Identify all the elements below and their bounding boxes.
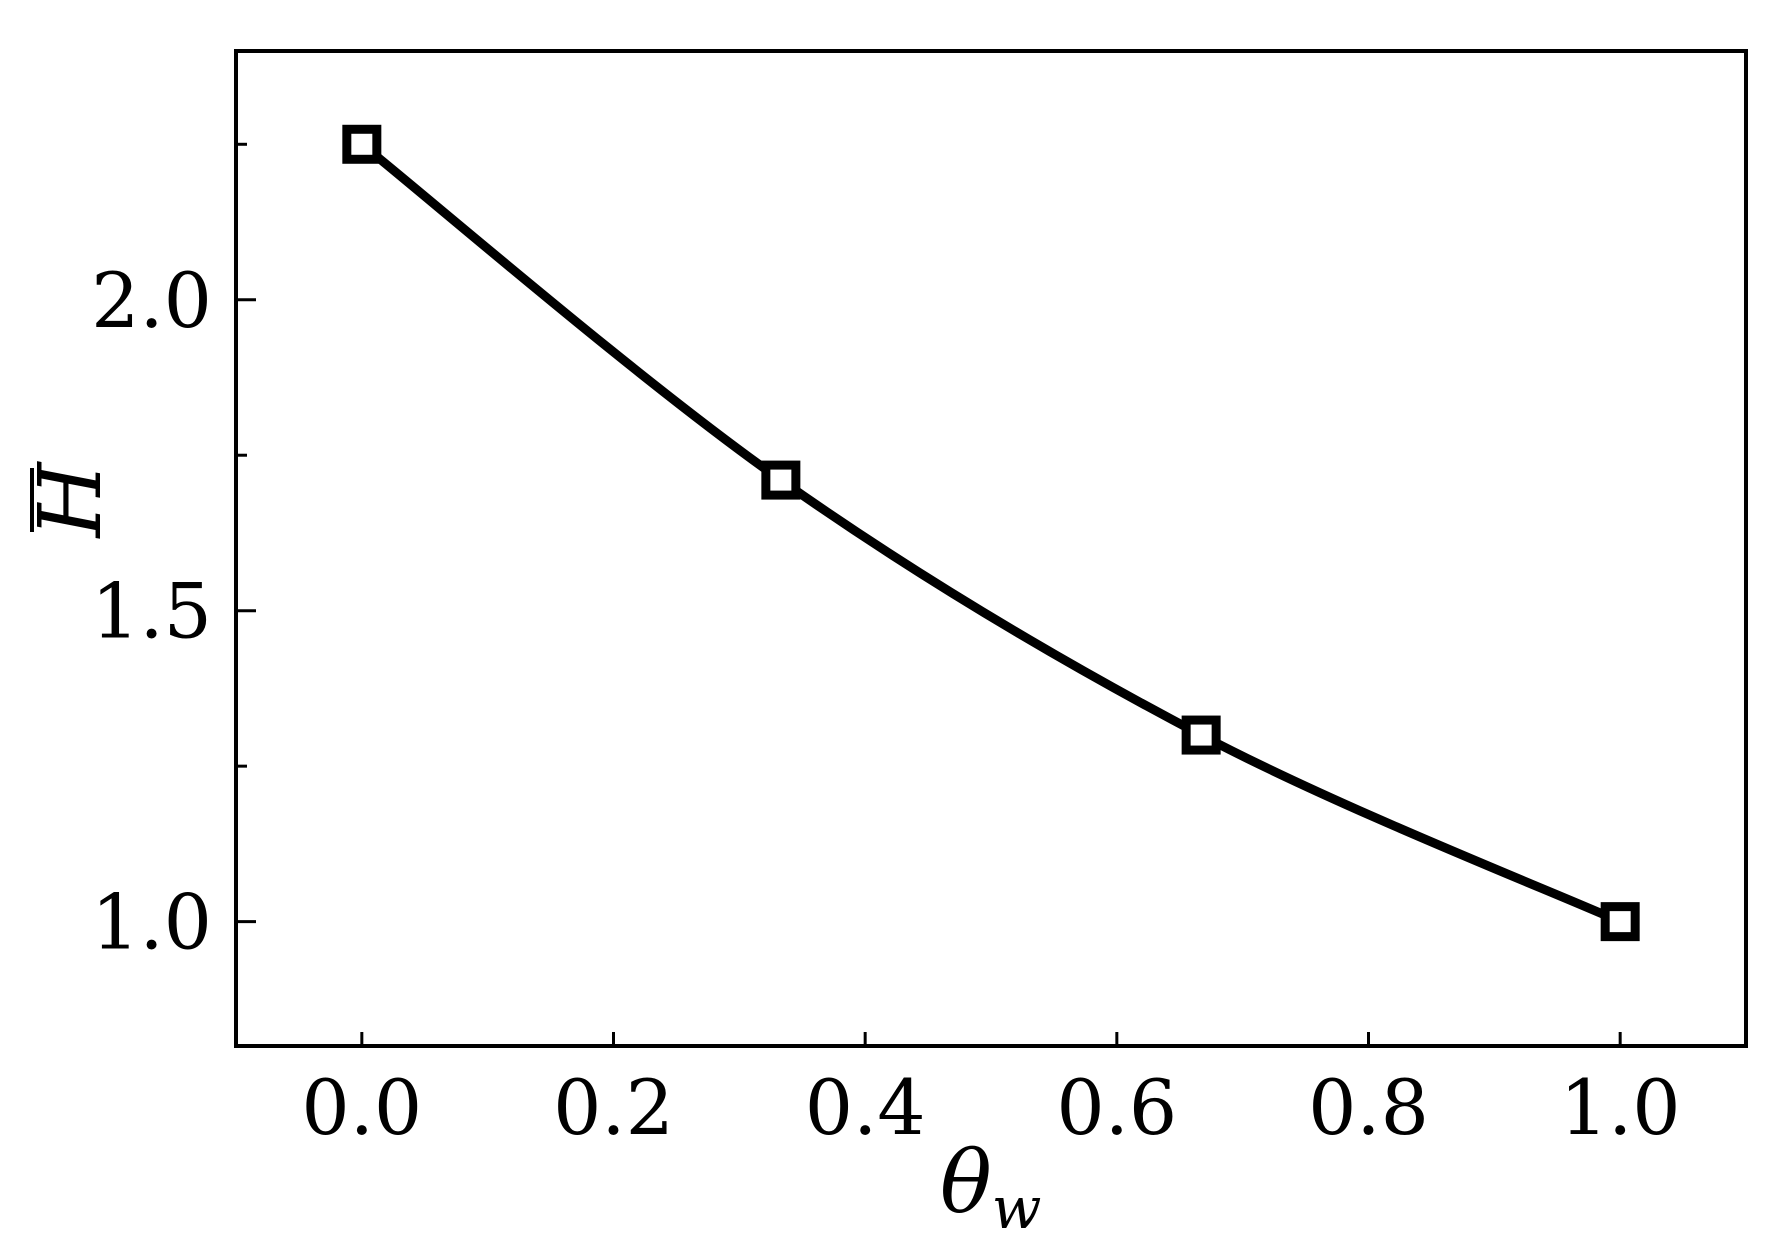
plot-area-frame: [234, 49, 1748, 1048]
y-tick-label: 1.5: [91, 567, 212, 656]
y-axis-label: H: [21, 461, 121, 540]
data-point-marker: [1600, 902, 1640, 942]
x-tick-label: 0.6: [1056, 1063, 1177, 1152]
x-axis-ticks: 0.0 0.2 0.4 0.6 0.8 1.0: [301, 1032, 1681, 1152]
y-axis-ticks: 1.0 1.5 2.0: [91, 142, 256, 967]
y-axis-label-text: H: [21, 461, 121, 540]
x-tick-label: 0.8: [1308, 1063, 1429, 1152]
series-line: [359, 140, 1622, 926]
x-axis-label-subscript: w: [992, 1174, 1042, 1242]
y-tick-label: 1.0: [91, 878, 212, 967]
x-axis-label-base: θ: [940, 1133, 992, 1233]
x-tick-label: 0.0: [301, 1063, 422, 1152]
x-tick-label: 1.0: [1560, 1063, 1681, 1152]
x-tick-label: 0.2: [553, 1063, 674, 1152]
data-point-marker: [761, 460, 801, 500]
data-point-marker: [1181, 715, 1221, 755]
series-group: [342, 124, 1640, 942]
x-axis-label: θw: [940, 1133, 1041, 1242]
y-tick-label: 2.0: [91, 256, 212, 345]
data-point-marker: [342, 124, 382, 164]
x-tick-label: 0.4: [805, 1063, 926, 1152]
